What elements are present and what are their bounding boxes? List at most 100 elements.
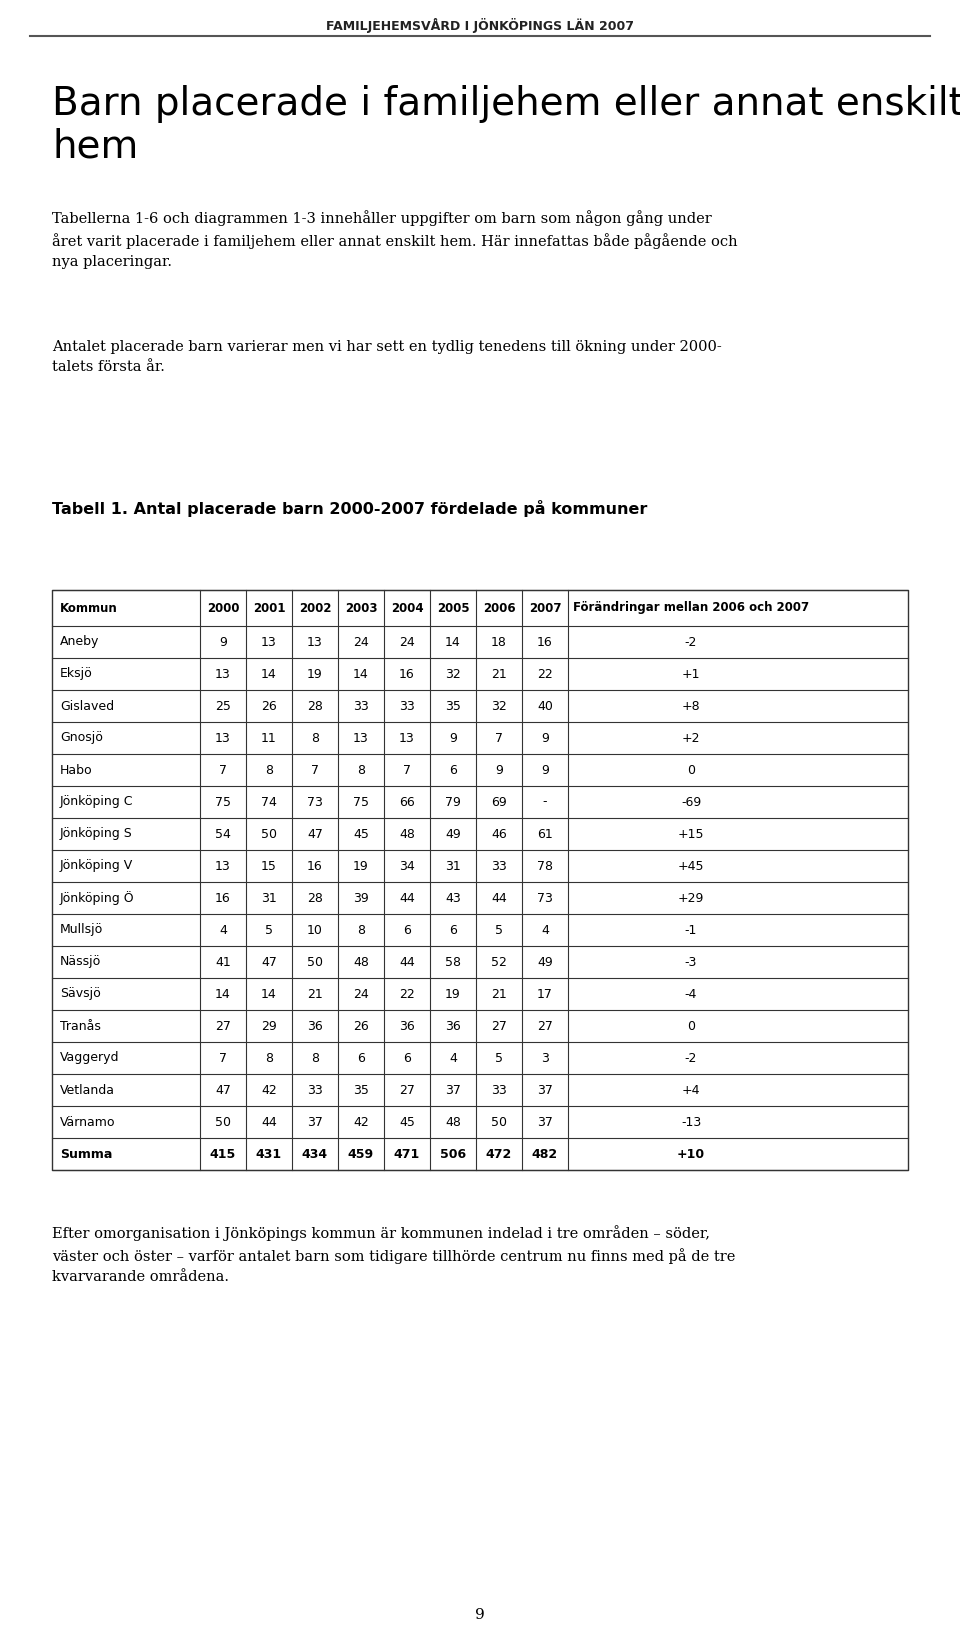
- Text: 4: 4: [541, 923, 549, 937]
- Text: 29: 29: [261, 1020, 276, 1032]
- Text: +15: +15: [678, 828, 705, 841]
- Text: 26: 26: [353, 1020, 369, 1032]
- Text: Sävsjö: Sävsjö: [60, 987, 101, 1001]
- Text: -13: -13: [681, 1116, 701, 1129]
- Text: +4: +4: [682, 1083, 700, 1096]
- Text: 44: 44: [399, 956, 415, 968]
- Text: 2001: 2001: [252, 601, 285, 614]
- Text: Habo: Habo: [60, 764, 92, 777]
- Text: 42: 42: [353, 1116, 369, 1129]
- Text: 5: 5: [495, 1052, 503, 1065]
- Text: 415: 415: [210, 1147, 236, 1160]
- Text: 40: 40: [537, 700, 553, 713]
- Text: 14: 14: [445, 636, 461, 649]
- Text: Vaggeryd: Vaggeryd: [60, 1052, 119, 1065]
- Text: 6: 6: [357, 1052, 365, 1065]
- Text: -1: -1: [684, 923, 697, 937]
- Text: 73: 73: [537, 892, 553, 905]
- Text: 25: 25: [215, 700, 231, 713]
- Text: 14: 14: [215, 987, 230, 1001]
- Text: Nässjö: Nässjö: [60, 956, 101, 968]
- Text: Gislaved: Gislaved: [60, 700, 114, 713]
- Text: +8: +8: [682, 700, 700, 713]
- Text: 32: 32: [492, 700, 507, 713]
- Text: 13: 13: [307, 636, 323, 649]
- Text: +2: +2: [682, 731, 700, 744]
- Text: 16: 16: [399, 667, 415, 680]
- Text: 4: 4: [219, 923, 227, 937]
- Text: Mullsjö: Mullsjö: [60, 923, 104, 937]
- Text: Jönköping V: Jönköping V: [60, 859, 133, 872]
- Text: 13: 13: [261, 636, 276, 649]
- Text: +45: +45: [678, 859, 705, 872]
- Text: 73: 73: [307, 795, 323, 808]
- Text: 48: 48: [399, 828, 415, 841]
- Text: 14: 14: [261, 987, 276, 1001]
- Text: 33: 33: [399, 700, 415, 713]
- Text: 26: 26: [261, 700, 276, 713]
- Text: 19: 19: [353, 859, 369, 872]
- Text: +1: +1: [682, 667, 700, 680]
- Text: 47: 47: [215, 1083, 231, 1096]
- Text: 4: 4: [449, 1052, 457, 1065]
- Text: 79: 79: [445, 795, 461, 808]
- Text: Aneby: Aneby: [60, 636, 100, 649]
- Text: 13: 13: [353, 731, 369, 744]
- Text: Eksjö: Eksjö: [60, 667, 93, 680]
- Text: 69: 69: [492, 795, 507, 808]
- Text: 10: 10: [307, 923, 323, 937]
- Text: 6: 6: [403, 923, 411, 937]
- Text: 7: 7: [311, 764, 319, 777]
- Text: 2003: 2003: [345, 601, 377, 614]
- Text: 33: 33: [353, 700, 369, 713]
- Text: +10: +10: [677, 1147, 705, 1160]
- Text: Jönköping Ö: Jönköping Ö: [60, 891, 134, 905]
- Text: 9: 9: [475, 1608, 485, 1622]
- Text: 5: 5: [495, 923, 503, 937]
- Text: 3: 3: [541, 1052, 549, 1065]
- Text: 50: 50: [307, 956, 323, 968]
- Text: 14: 14: [261, 667, 276, 680]
- Text: Vetlanda: Vetlanda: [60, 1083, 115, 1096]
- Bar: [52, 590, 908, 1170]
- Text: 43: 43: [445, 892, 461, 905]
- Text: 8: 8: [265, 764, 273, 777]
- Text: 2004: 2004: [391, 601, 423, 614]
- Text: 482: 482: [532, 1147, 558, 1160]
- Text: 9: 9: [495, 764, 503, 777]
- Text: 36: 36: [445, 1020, 461, 1032]
- Text: 33: 33: [492, 859, 507, 872]
- Text: 31: 31: [445, 859, 461, 872]
- Text: 16: 16: [307, 859, 323, 872]
- Text: 2005: 2005: [437, 601, 469, 614]
- Text: 54: 54: [215, 828, 231, 841]
- Text: 21: 21: [492, 987, 507, 1001]
- Text: 44: 44: [492, 892, 507, 905]
- Text: 21: 21: [492, 667, 507, 680]
- Text: 37: 37: [537, 1116, 553, 1129]
- Text: -2: -2: [684, 1052, 697, 1065]
- Text: 8: 8: [311, 731, 319, 744]
- Text: 78: 78: [537, 859, 553, 872]
- Text: 19: 19: [307, 667, 323, 680]
- Text: 37: 37: [307, 1116, 323, 1129]
- Text: 8: 8: [265, 1052, 273, 1065]
- Text: Kommun: Kommun: [60, 601, 118, 614]
- Text: 6: 6: [449, 764, 457, 777]
- Text: 9: 9: [449, 731, 457, 744]
- Text: 9: 9: [541, 731, 549, 744]
- Text: 27: 27: [215, 1020, 231, 1032]
- Text: hem: hem: [52, 127, 138, 164]
- Text: 46: 46: [492, 828, 507, 841]
- Text: 11: 11: [261, 731, 276, 744]
- Text: 49: 49: [445, 828, 461, 841]
- Text: 7: 7: [219, 1052, 227, 1065]
- Text: 75: 75: [215, 795, 231, 808]
- Text: 35: 35: [445, 700, 461, 713]
- Text: Barn placerade i familjehem eller annat enskilt: Barn placerade i familjehem eller annat …: [52, 85, 960, 123]
- Text: 36: 36: [307, 1020, 323, 1032]
- Text: 13: 13: [215, 731, 230, 744]
- Text: 2006: 2006: [483, 601, 516, 614]
- Text: 13: 13: [215, 667, 230, 680]
- Text: 6: 6: [403, 1052, 411, 1065]
